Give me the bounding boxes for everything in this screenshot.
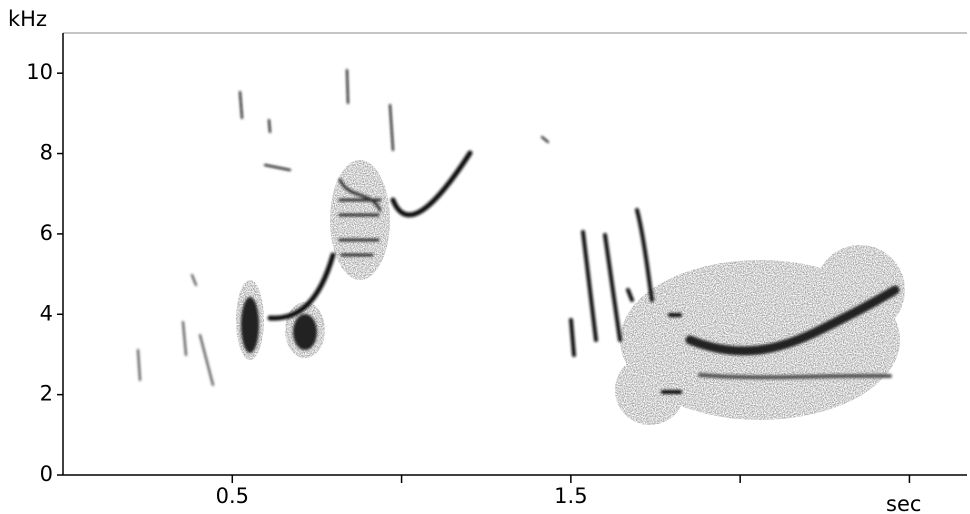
x-tick-label: 0.5 [216, 484, 249, 508]
y-tick-label: 10 [26, 60, 53, 84]
y-tick-label: 6 [40, 221, 53, 245]
y-tick-label: 2 [40, 382, 53, 406]
spectrogram-energy [137, 69, 905, 425]
y-tick-label: 0 [40, 462, 53, 486]
y-tick-label: 4 [40, 301, 53, 325]
x-axis-label: sec [886, 492, 921, 514]
x-tick-label: 1.5 [554, 484, 587, 508]
y-tick-label: 8 [40, 141, 53, 165]
y-axis-label: kHz [8, 7, 47, 31]
